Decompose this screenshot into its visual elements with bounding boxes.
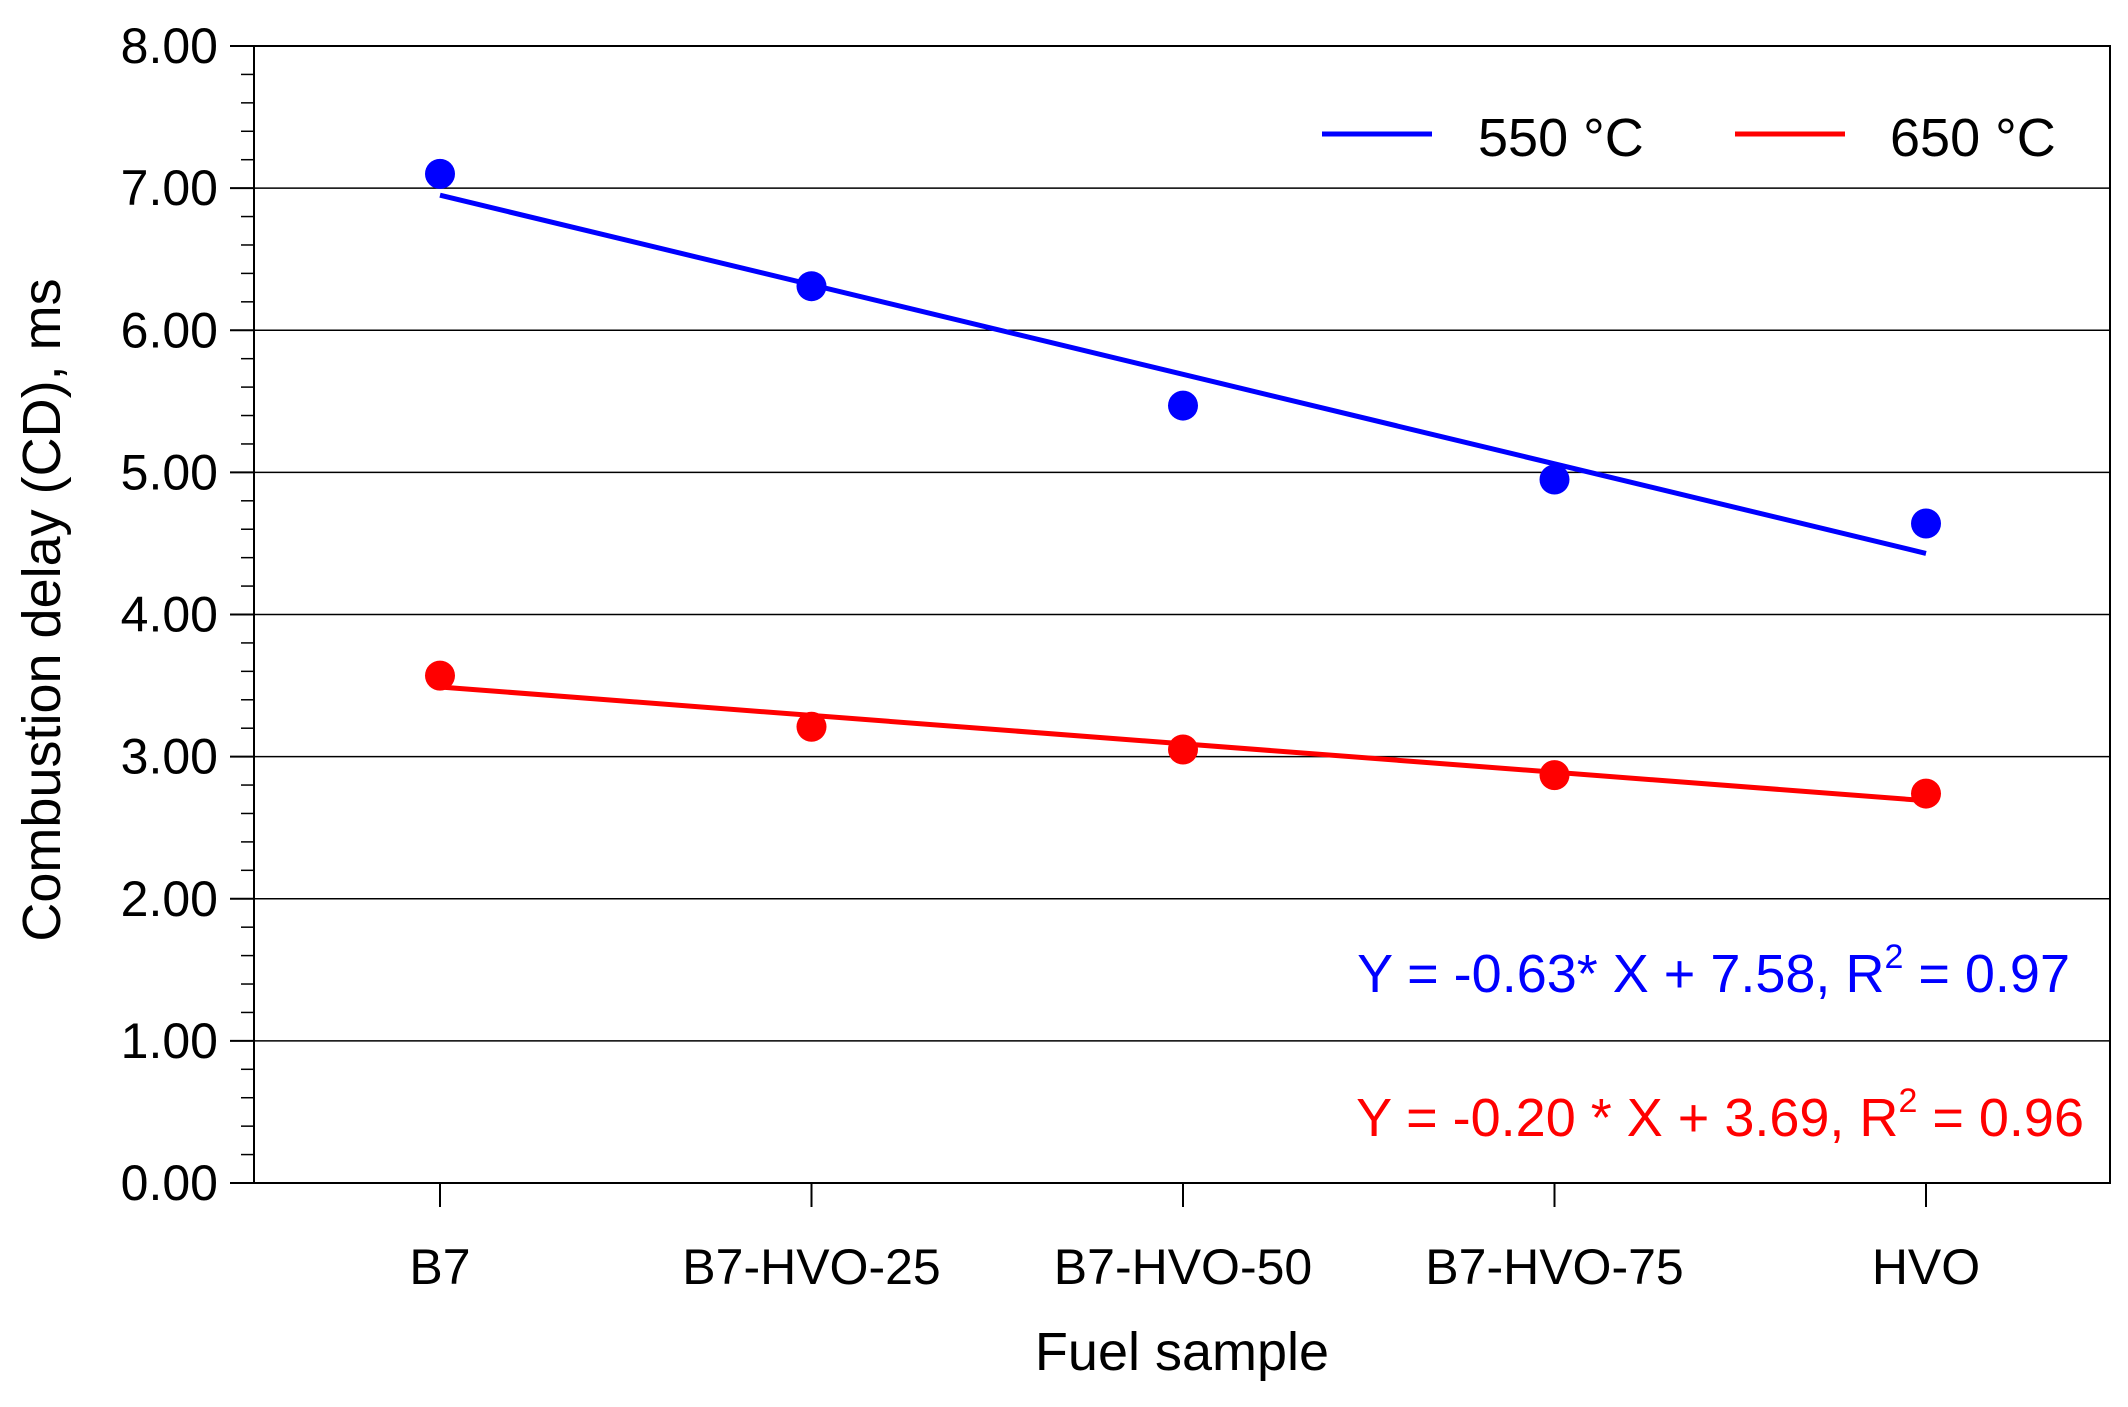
grid-lines: [254, 45, 2110, 1042]
point-s0-4: [1911, 508, 1941, 539]
point-s1-4: [1911, 778, 1941, 809]
equation-550-sup: 2: [1884, 938, 1903, 976]
point-s1-2: [1168, 734, 1198, 765]
y-tick-label-7: 7.00: [121, 160, 218, 216]
x-tick-label-0: B7: [409, 1239, 470, 1295]
y-tick-label-6: 6.00: [121, 302, 218, 358]
x-axis-title: Fuel sample: [1035, 1322, 1329, 1382]
equation-550-tail: = 0.97: [1903, 944, 2070, 1004]
y-tick-label-8: 8.00: [121, 18, 218, 74]
equation-650: Y = -0.20 * X + 3.69, R2 = 0.96: [1356, 1082, 2084, 1148]
equation-650-main: Y = -0.20 * X + 3.69, R: [1356, 1088, 1898, 1148]
series-layer: [425, 158, 1941, 809]
equation-550: Y = -0.63* X + 7.58, R2 = 0.97: [1357, 938, 2070, 1004]
y-tick-label-2: 2.00: [121, 871, 218, 927]
fit-line-0: [439, 192, 1927, 556]
axes: 0.00 1.00 2.00 3.00 4.00 5.00 6.00 7.00 8.00 B7 B7…: [121, 18, 2111, 1295]
y-tick-label-0: 0.00: [121, 1155, 218, 1211]
point-s1-0: [425, 660, 455, 691]
equation-650-sup: 2: [1898, 1082, 1917, 1120]
point-s1-3: [1539, 760, 1570, 791]
x-tick-label-3: B7-HVO-75: [1425, 1239, 1683, 1295]
y-tick-label-3: 3.00: [121, 729, 218, 785]
y-tick-label-5: 5.00: [121, 444, 218, 500]
legend-label-650: 650 °C: [1890, 108, 2056, 168]
point-s0-1: [796, 271, 827, 302]
x-tick-label-2: B7-HVO-50: [1054, 1239, 1312, 1295]
x-tick-label-4: HVO: [1872, 1239, 1980, 1295]
legend: 550 °C 650 °C: [1322, 108, 2056, 168]
point-s0-0: [425, 158, 455, 189]
x-tick-label-1: B7-HVO-25: [682, 1239, 940, 1295]
legend-label-550: 550 °C: [1478, 108, 1644, 168]
y-tick-label-4: 4.00: [121, 587, 218, 643]
point-s1-1: [796, 711, 827, 742]
point-s0-2: [1168, 390, 1198, 421]
equation-650-tail: = 0.96: [1917, 1088, 2084, 1148]
y-tick-label-1: 1.00: [121, 1013, 218, 1069]
point-s0-3: [1539, 464, 1570, 495]
equation-550-main: Y = -0.63* X + 7.58, R: [1357, 944, 1884, 1004]
y-axis-title: Combustion delay (CD), ms: [12, 278, 72, 941]
